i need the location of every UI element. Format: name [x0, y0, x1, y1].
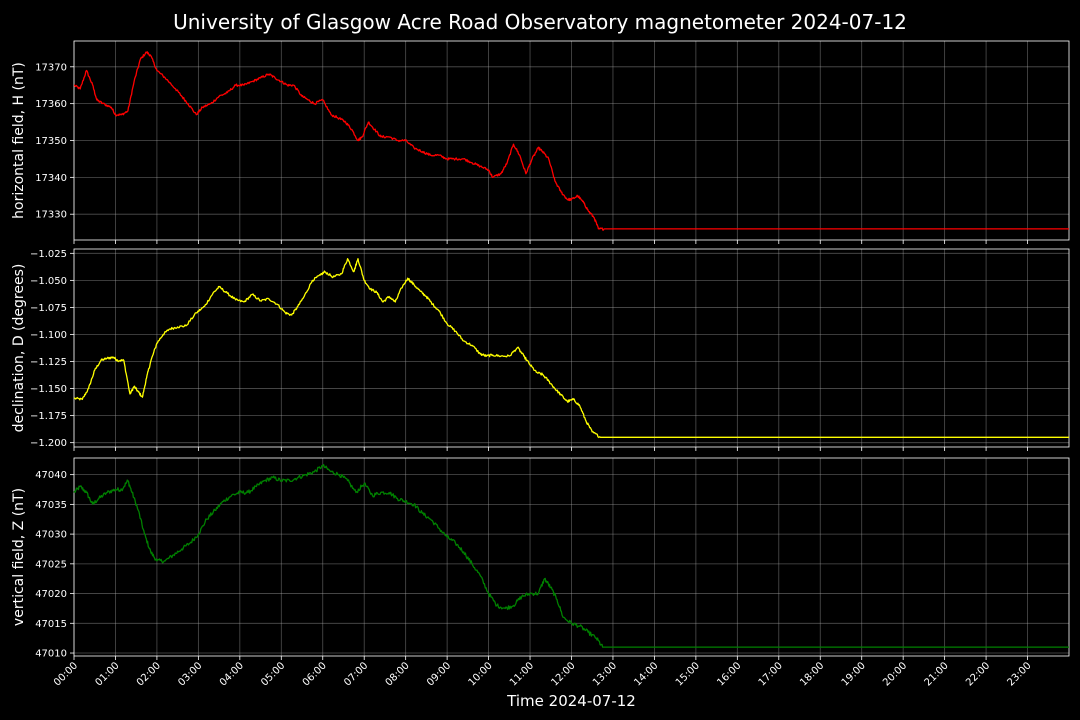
- y-tick-label: 47025: [35, 559, 67, 570]
- y-tick-label: 47035: [35, 500, 67, 511]
- x-tick-label: 09:00: [425, 660, 453, 688]
- y-tick-label: −1.025: [30, 249, 67, 260]
- y-tick-label: −1.075: [30, 303, 67, 314]
- y-tick-label: −1.150: [30, 384, 67, 395]
- y-tick-label: −1.125: [30, 357, 67, 368]
- panel-frame: [73, 40, 1070, 241]
- y-tick-label: 17350: [35, 136, 67, 147]
- panel-frame: [73, 457, 1070, 657]
- x-tick-label: 17:00: [757, 660, 785, 688]
- y-tick-label: 17370: [35, 62, 67, 73]
- series-line: [73, 258, 1069, 439]
- x-tick-label: 03:00: [176, 660, 204, 688]
- chart-title: University of Glasgow Acre Road Observat…: [173, 10, 907, 34]
- y-tick-label: −1.175: [30, 411, 67, 422]
- x-tick-label: 16:00: [715, 660, 743, 688]
- y-tick-label: −1.050: [30, 276, 67, 287]
- y-tick-label: −1.200: [30, 438, 67, 449]
- panel-frame: [73, 248, 1070, 448]
- x-axis-label: Time 2024-07-12: [506, 692, 636, 710]
- x-tick-label: 19:00: [840, 660, 868, 688]
- series-line: [73, 463, 1069, 648]
- x-tick-label: 04:00: [218, 660, 246, 688]
- y-axis-label: vertical field, Z (nT): [11, 488, 27, 626]
- x-tick-label: 06:00: [301, 660, 329, 688]
- y-tick-label: 17340: [35, 173, 67, 184]
- x-tick-label: 00:00: [52, 660, 80, 688]
- series-line: [73, 51, 1069, 231]
- x-tick-label: 10:00: [467, 660, 495, 688]
- y-tick-label: 17360: [35, 99, 67, 110]
- x-tick-label: 01:00: [93, 660, 121, 688]
- x-tick-label: 18:00: [798, 660, 826, 688]
- x-tick-label: 14:00: [632, 660, 660, 688]
- y-tick-label: 17330: [35, 210, 67, 221]
- x-tick-label: 11:00: [508, 660, 536, 688]
- y-axis-label: declination, D (degrees): [11, 264, 27, 433]
- x-tick-label: 13:00: [591, 660, 619, 688]
- x-tick-label: 07:00: [342, 660, 370, 688]
- x-tick-label: 21:00: [923, 660, 951, 688]
- y-tick-label: 47010: [35, 649, 67, 660]
- y-tick-label: 47020: [35, 589, 67, 600]
- x-tick-label: 05:00: [259, 660, 287, 688]
- y-tick-label: 47040: [35, 470, 67, 481]
- x-tick-label: 15:00: [674, 660, 702, 688]
- y-tick-label: −1.100: [30, 330, 67, 341]
- x-tick-label: 22:00: [964, 660, 992, 688]
- y-tick-label: 47030: [35, 530, 67, 541]
- x-tick-label: 02:00: [135, 660, 163, 688]
- x-tick-label: 12:00: [549, 660, 577, 688]
- y-axis-label: horizontal field, H (nT): [11, 62, 27, 219]
- y-tick-label: 47015: [35, 619, 67, 630]
- x-tick-label: 08:00: [384, 660, 412, 688]
- x-tick-label: 23:00: [1006, 660, 1034, 688]
- x-tick-label: 20:00: [881, 660, 909, 688]
